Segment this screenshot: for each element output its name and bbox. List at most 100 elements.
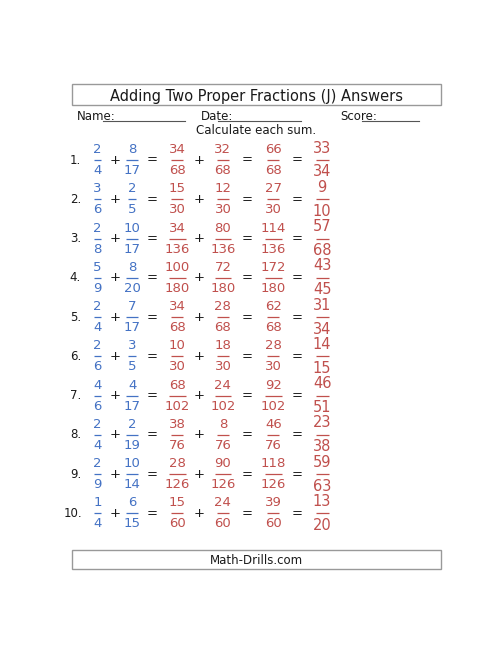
Text: 9: 9 — [318, 180, 327, 195]
Text: =: = — [292, 350, 303, 363]
Text: 38: 38 — [169, 418, 186, 431]
Text: 2: 2 — [93, 418, 102, 431]
Text: 114: 114 — [260, 221, 286, 235]
Text: 17: 17 — [124, 164, 141, 177]
Text: 3: 3 — [128, 340, 136, 353]
Text: 6: 6 — [93, 400, 102, 413]
Text: 6.: 6. — [70, 350, 81, 363]
Text: 8.: 8. — [70, 428, 81, 441]
Text: 7.: 7. — [70, 389, 81, 402]
Text: =: = — [292, 389, 303, 402]
Text: 60: 60 — [169, 518, 186, 531]
Text: 24: 24 — [214, 496, 232, 509]
Text: 2: 2 — [93, 340, 102, 353]
Text: 34: 34 — [169, 300, 186, 313]
Text: 24: 24 — [214, 378, 232, 391]
Text: =: = — [242, 311, 252, 324]
Text: 76: 76 — [265, 439, 281, 452]
Text: =: = — [146, 153, 157, 166]
Text: =: = — [242, 153, 252, 166]
Text: 2: 2 — [128, 182, 136, 195]
Text: 136: 136 — [210, 243, 236, 256]
Text: 30: 30 — [169, 203, 186, 216]
Text: 60: 60 — [265, 518, 281, 531]
Text: 126: 126 — [164, 478, 190, 491]
Text: 13: 13 — [313, 494, 332, 509]
Text: 9: 9 — [93, 478, 102, 491]
Text: 180: 180 — [164, 282, 190, 295]
Text: 10.: 10. — [64, 507, 82, 520]
Text: 10: 10 — [313, 204, 332, 219]
Text: =: = — [146, 271, 157, 284]
Text: 34: 34 — [313, 322, 332, 336]
Text: 31: 31 — [313, 298, 332, 313]
Text: +: + — [110, 232, 120, 245]
Text: 18: 18 — [214, 340, 232, 353]
Text: =: = — [146, 311, 157, 324]
Text: 60: 60 — [214, 518, 232, 531]
Text: 63: 63 — [313, 479, 332, 494]
Text: 14: 14 — [124, 478, 140, 491]
Text: +: + — [194, 350, 204, 363]
Text: 68: 68 — [313, 243, 332, 258]
Text: 172: 172 — [260, 261, 286, 274]
Text: +: + — [194, 507, 204, 520]
Text: =: = — [146, 507, 157, 520]
Text: 126: 126 — [210, 478, 236, 491]
Text: =: = — [146, 232, 157, 245]
Text: 102: 102 — [260, 400, 286, 413]
Text: +: + — [194, 389, 204, 402]
Text: 2: 2 — [93, 221, 102, 235]
Text: 76: 76 — [169, 439, 186, 452]
Text: 136: 136 — [260, 243, 286, 256]
Text: 5: 5 — [128, 360, 136, 373]
Text: =: = — [242, 350, 252, 363]
Text: 43: 43 — [313, 258, 332, 274]
Text: 10: 10 — [124, 457, 140, 470]
Text: 62: 62 — [265, 300, 281, 313]
Text: 5.: 5. — [70, 311, 81, 324]
Text: 30: 30 — [265, 360, 281, 373]
Text: 28: 28 — [214, 300, 232, 313]
Text: +: + — [110, 389, 120, 402]
Text: 68: 68 — [265, 164, 281, 177]
Text: 80: 80 — [214, 221, 232, 235]
Text: =: = — [242, 389, 252, 402]
Text: 39: 39 — [265, 496, 281, 509]
Text: 90: 90 — [214, 457, 232, 470]
Text: Adding Two Proper Fractions (J) Answers: Adding Two Proper Fractions (J) Answers — [110, 89, 403, 104]
Text: =: = — [292, 507, 303, 520]
Text: 72: 72 — [214, 261, 232, 274]
Text: 15: 15 — [168, 496, 186, 509]
Text: 118: 118 — [260, 457, 286, 470]
Text: 8: 8 — [218, 418, 227, 431]
Text: +: + — [194, 428, 204, 441]
Text: +: + — [110, 271, 120, 284]
Text: 23: 23 — [313, 415, 332, 430]
Text: 12: 12 — [214, 182, 232, 195]
Text: 19: 19 — [124, 439, 140, 452]
Text: =: = — [146, 428, 157, 441]
Text: 10: 10 — [124, 221, 140, 235]
Text: 15: 15 — [313, 361, 332, 376]
Bar — [72, 551, 440, 569]
Text: 10: 10 — [169, 340, 186, 353]
Text: 68: 68 — [214, 164, 232, 177]
Text: Math-Drills.com: Math-Drills.com — [210, 554, 303, 567]
Text: 1.: 1. — [70, 153, 81, 166]
Text: 68: 68 — [169, 378, 186, 391]
Text: =: = — [242, 193, 252, 206]
Text: =: = — [292, 271, 303, 284]
Text: 30: 30 — [265, 203, 281, 216]
Text: 59: 59 — [313, 455, 332, 470]
Text: +: + — [110, 428, 120, 441]
Text: =: = — [242, 468, 252, 481]
Text: =: = — [242, 271, 252, 284]
Text: 9.: 9. — [70, 468, 81, 481]
Text: 14: 14 — [313, 337, 332, 352]
Text: 3: 3 — [93, 182, 102, 195]
Text: 4: 4 — [128, 378, 136, 391]
Text: =: = — [292, 153, 303, 166]
Bar — [72, 84, 440, 105]
Text: 68: 68 — [214, 321, 232, 334]
